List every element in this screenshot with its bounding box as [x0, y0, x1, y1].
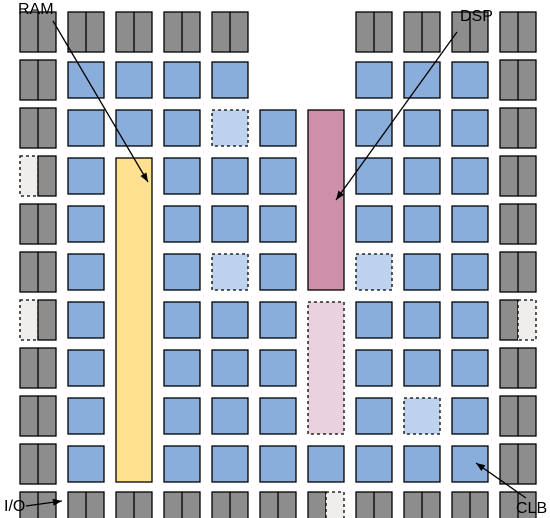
clb-label: CLB [516, 500, 547, 518]
io-label: I/O [4, 498, 25, 516]
ram-label: RAM [18, 1, 54, 19]
fpga-floorplan-diagram [0, 0, 550, 518]
dsp-label: DSP [460, 8, 493, 26]
